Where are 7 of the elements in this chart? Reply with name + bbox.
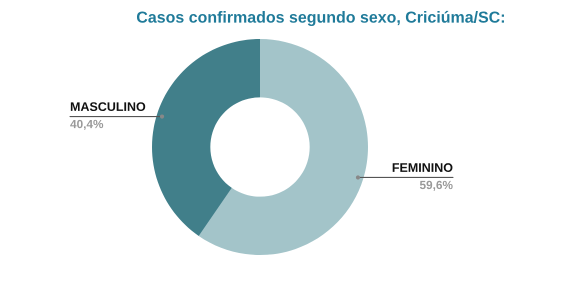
donut-slice <box>198 39 368 255</box>
slice-label: FEMININO <box>392 163 452 172</box>
slice-label: MASCULINO <box>70 102 146 112</box>
donut-slice <box>152 39 260 236</box>
data-label: 59,6% <box>420 180 453 191</box>
data-label: 40,4% <box>70 120 104 130</box>
chart-title: Casos confirmados segundo sexo, Criciúma/SC: <box>136 10 504 26</box>
